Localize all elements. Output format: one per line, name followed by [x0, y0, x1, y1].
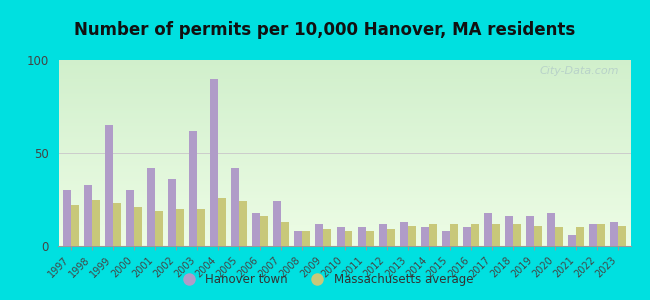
- Bar: [211, 79, 218, 246]
- Bar: [189, 131, 198, 246]
- Bar: [597, 224, 605, 246]
- Bar: [148, 168, 155, 246]
- Bar: [547, 212, 555, 246]
- Bar: [261, 216, 268, 246]
- Bar: [610, 222, 618, 246]
- Bar: [155, 211, 163, 246]
- Bar: [126, 190, 134, 246]
- Bar: [365, 231, 374, 246]
- Bar: [84, 184, 92, 246]
- Bar: [239, 201, 248, 246]
- Bar: [176, 209, 184, 246]
- Bar: [274, 201, 281, 246]
- Bar: [618, 226, 626, 246]
- Bar: [302, 231, 311, 246]
- Bar: [168, 179, 176, 246]
- Bar: [513, 224, 521, 246]
- Bar: [463, 227, 471, 246]
- Bar: [576, 227, 584, 246]
- Bar: [294, 231, 302, 246]
- Bar: [358, 227, 365, 246]
- Bar: [555, 227, 563, 246]
- Bar: [568, 235, 576, 246]
- Bar: [198, 209, 205, 246]
- Bar: [71, 205, 79, 246]
- Bar: [315, 224, 324, 246]
- Bar: [428, 224, 437, 246]
- Bar: [387, 229, 395, 246]
- Bar: [113, 203, 121, 246]
- Bar: [105, 125, 113, 246]
- Bar: [534, 226, 541, 246]
- Bar: [441, 231, 450, 246]
- Bar: [92, 200, 100, 246]
- Bar: [589, 224, 597, 246]
- Bar: [408, 226, 415, 246]
- Bar: [471, 224, 478, 246]
- Legend: Hanover town, Massachusetts average: Hanover town, Massachusetts average: [172, 269, 478, 291]
- Bar: [491, 224, 500, 246]
- Bar: [400, 222, 408, 246]
- Bar: [421, 227, 428, 246]
- Bar: [344, 231, 352, 246]
- Bar: [450, 224, 458, 246]
- Bar: [484, 212, 491, 246]
- Bar: [337, 227, 344, 246]
- Bar: [526, 216, 534, 246]
- Bar: [134, 207, 142, 246]
- Bar: [378, 224, 387, 246]
- Bar: [324, 229, 332, 246]
- Text: Number of permits per 10,000 Hanover, MA residents: Number of permits per 10,000 Hanover, MA…: [74, 21, 576, 39]
- Bar: [281, 222, 289, 246]
- Bar: [63, 190, 71, 246]
- Bar: [218, 198, 226, 246]
- Bar: [505, 216, 513, 246]
- Bar: [252, 212, 261, 246]
- Text: City-Data.com: City-Data.com: [540, 66, 619, 76]
- Bar: [231, 168, 239, 246]
